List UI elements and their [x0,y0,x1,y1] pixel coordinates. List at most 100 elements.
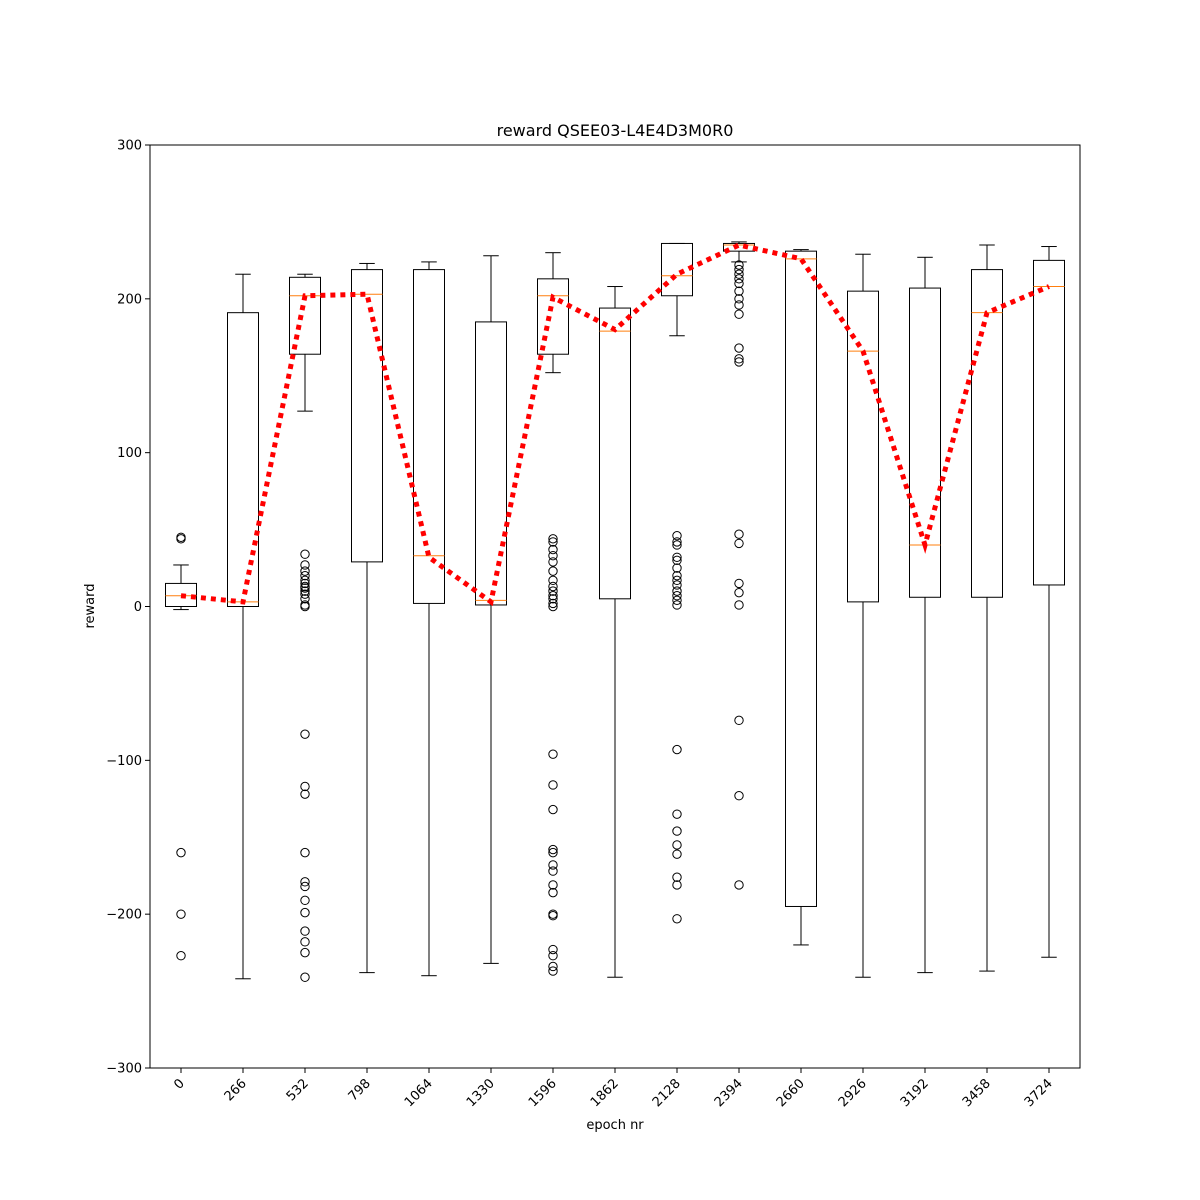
outlier-point [300,881,310,892]
box-iqr [847,290,879,603]
outlier-point [548,844,558,855]
box-iqr [413,269,445,604]
outlier-point [672,914,682,924]
outlier-point [734,354,744,364]
outlier-point [734,286,744,296]
outlier-point [734,309,744,319]
outlier-point [300,926,310,936]
y-tick-label: 0 [134,600,142,615]
y-tick-label: 300 [117,139,142,154]
box-iqr [289,276,321,355]
outlier-point [672,595,682,606]
outlier-point [548,534,558,544]
outlier-point [672,600,682,610]
outlier-point [672,591,682,601]
outlier-point [734,357,744,367]
outlier-point [548,575,558,586]
outlier-point [548,591,558,601]
outlier-point [300,729,310,739]
outlier-point [300,907,310,918]
outlier-point [734,343,744,353]
outlier-point [548,566,558,576]
y-tick-label: 200 [117,292,142,307]
outlier-point [300,566,310,576]
outlier-point [300,601,310,612]
outlier-point [548,880,558,890]
outlier-point [300,589,310,599]
outlier-point [672,580,682,590]
outlier-point [672,537,682,547]
outlier-point [734,274,744,284]
outlier-point [734,264,744,275]
outlier-point [548,557,558,567]
box-iqr [599,307,631,600]
outlier-point [672,555,682,566]
outlier-point [672,575,682,586]
outlier-point [300,583,310,593]
outlier-point [300,847,310,858]
box-iqr [785,250,817,907]
mean-trend-line [180,242,1050,607]
outlier-point [300,549,310,559]
box-iqr [909,287,941,598]
y-tick-label: 100 [117,446,142,461]
outlier-point [734,587,744,598]
outlier-point [548,601,558,612]
outlier-point [734,578,744,589]
outlier-point [734,715,744,726]
y-tick-label: −300 [106,1062,142,1077]
box-iqr [1033,259,1065,586]
outlier-point [300,781,310,792]
outlier-point [672,552,682,562]
outlier-point [734,269,744,279]
outlier-point [300,578,310,589]
outlier-point [300,594,310,604]
outlier-point [548,866,558,876]
outlier-point [734,260,744,270]
outlier-point [548,804,558,815]
outlier-point [548,537,558,547]
outlier-point [176,534,186,544]
outlier-point [300,937,310,947]
outlier-point [672,872,682,882]
outlier-point [548,581,558,592]
outlier-point [734,278,744,289]
outlier-point [548,749,558,759]
outlier-point [734,294,744,304]
box-iqr [537,278,569,355]
outlier-point [548,551,558,561]
outlier-point [672,571,682,581]
outlier-point [672,744,682,755]
box-iqr [227,312,259,607]
outlier-point [548,780,558,790]
box-iqr [165,582,197,607]
box-iqr [971,269,1003,598]
outlier-point [300,972,310,982]
outlier-point [548,598,558,609]
outlier-point [672,826,682,836]
box-iqr [351,269,383,563]
outlier-point [672,849,682,859]
outlier-point [672,563,682,573]
outlier-point [548,586,558,596]
outlier-point [734,529,744,539]
outlier-point [300,877,310,887]
outlier-point [548,944,558,955]
outlier-point [300,895,310,906]
outlier-point [734,538,744,549]
outlier-point [672,880,682,890]
y-tick-label: −200 [106,908,142,923]
y-tick-label: −100 [106,754,142,769]
outlier-point [176,951,186,961]
outlier-point [548,887,558,898]
outlier-point [176,847,186,858]
y-axis-label: reward [83,583,98,628]
outlier-point [672,531,682,541]
outlier-point [734,791,744,801]
outlier-point [300,560,310,570]
outlier-point [300,586,310,596]
outlier-point [300,789,310,799]
outlier-point [548,594,558,604]
